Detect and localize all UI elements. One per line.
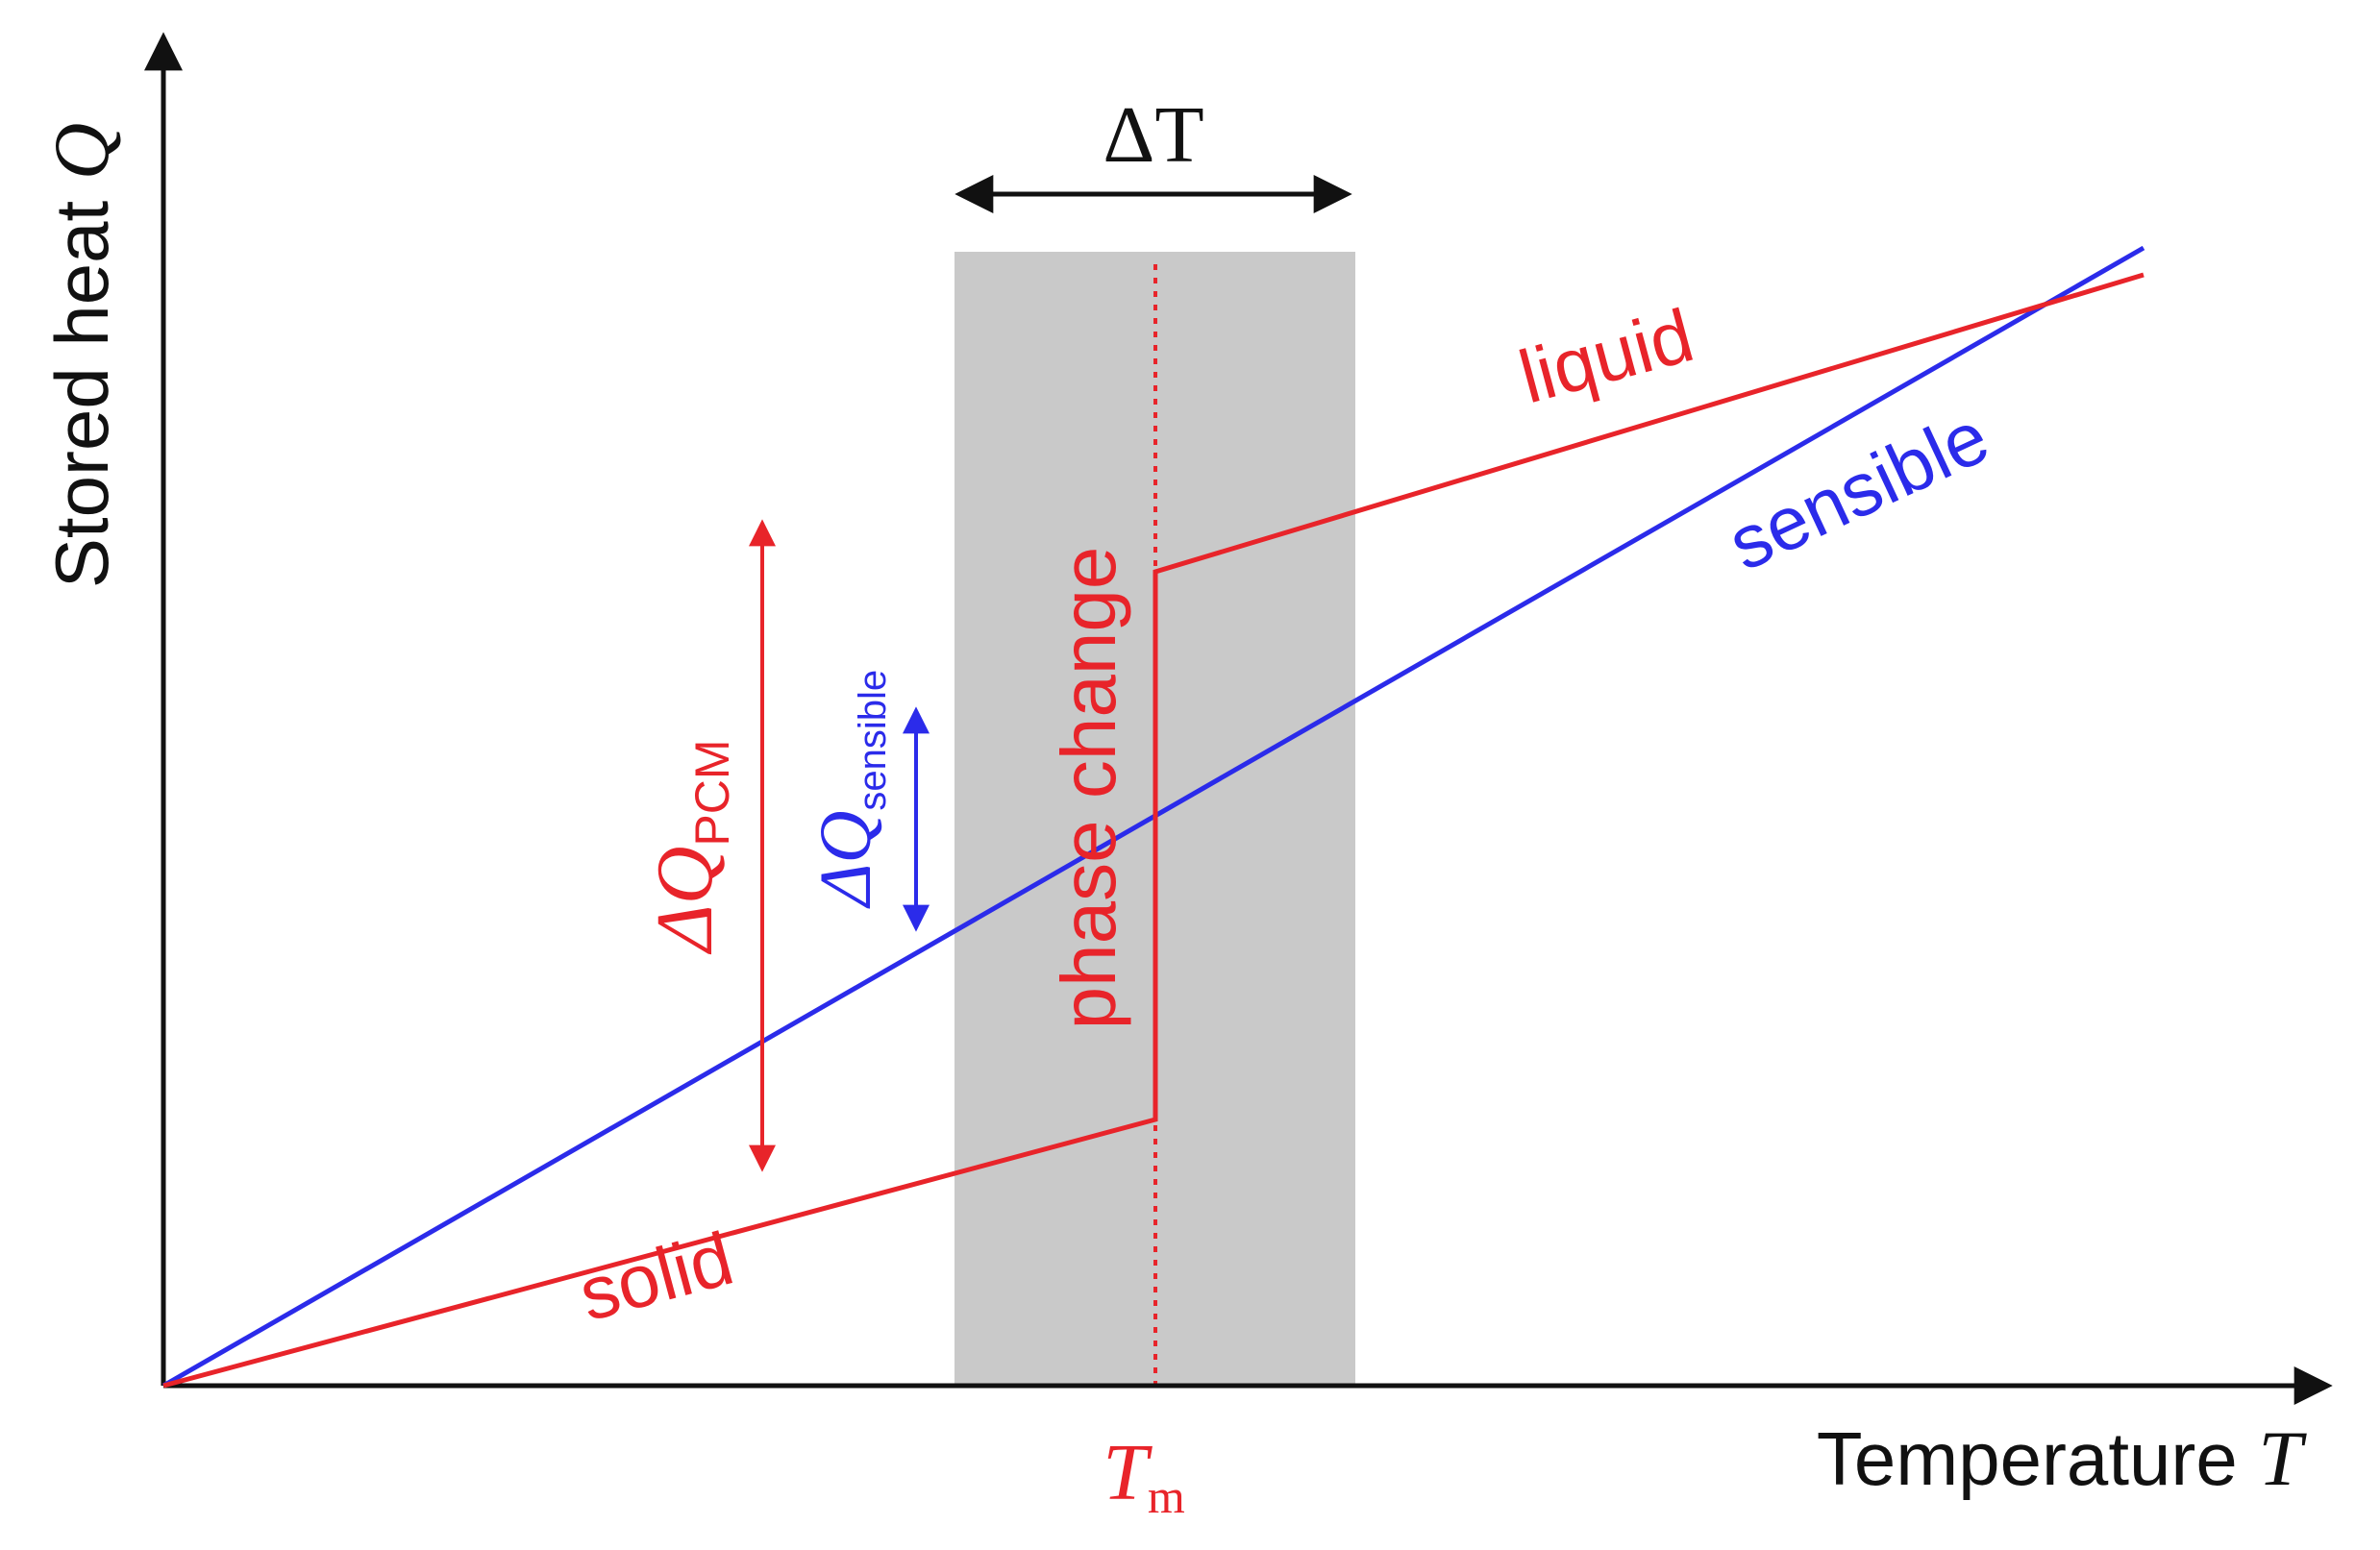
tm-subscript: m — [1148, 1469, 1185, 1523]
y-axis-label-var: Q — [37, 123, 125, 180]
y-axis-label-text: Stored heat — [39, 180, 124, 588]
x-axis-label-text: Temperature — [1817, 1416, 2259, 1501]
delta-q-sensible-main: ΔQ — [806, 811, 886, 910]
solid-label: solid — [571, 1216, 742, 1338]
delta-q-pcm-subscript: PCM — [685, 739, 739, 846]
svg-text:ΔQsensible: ΔQsensible — [806, 670, 894, 909]
delta-q-pcm-main: ΔQ — [640, 847, 730, 955]
y-axis-label: Stored heat Q — [37, 123, 125, 588]
tm-label: Tm — [1103, 1428, 1185, 1523]
pcm-heat-line — [162, 272, 2144, 1389]
tm-symbol: T — [1103, 1428, 1153, 1517]
sensible-label: sensible — [1716, 394, 2001, 587]
liquid-label: liquid — [1511, 292, 1702, 419]
phase-change-label: phase change — [1046, 547, 1131, 1030]
delta-q-sensible-label: ΔQsensible — [806, 670, 894, 909]
svg-text:ΔQPCM: ΔQPCM — [640, 739, 739, 954]
delta-q-sensible-subscript: sensible — [852, 670, 894, 811]
x-axis-label-var: T — [2258, 1415, 2307, 1502]
x-axis-label: Temperature T — [1817, 1415, 2308, 1502]
delta-q-pcm-label: ΔQPCM — [640, 739, 739, 954]
delta-t-label: ΔT — [1103, 90, 1203, 180]
